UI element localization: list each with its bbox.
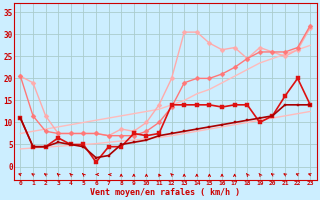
X-axis label: Vent moyen/en rafales ( km/h ): Vent moyen/en rafales ( km/h )	[90, 188, 240, 197]
